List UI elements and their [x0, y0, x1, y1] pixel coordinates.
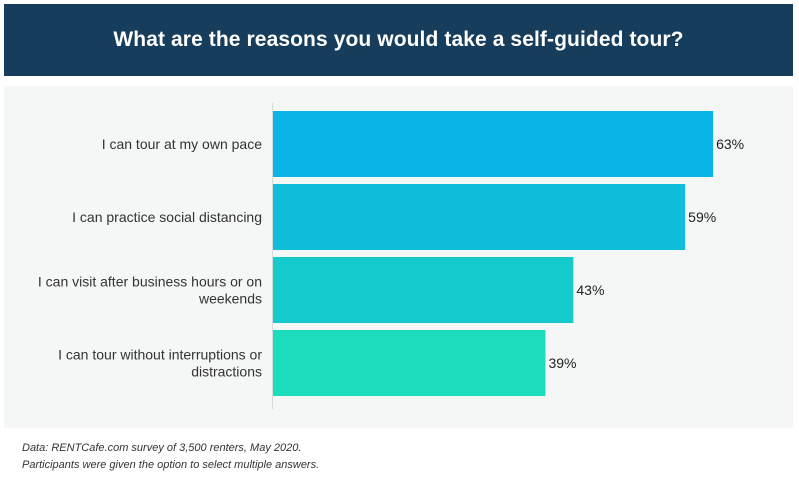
chart-header: What are the reasons you would take a se…: [4, 4, 793, 76]
category-label-3: I can visit after business hours or on we…: [38, 274, 262, 307]
bar-chart: 63% I can tour at my own pace 59% I can pra…: [38, 103, 744, 409]
category-label-2: I can practice social distancing: [72, 209, 262, 225]
value-label-1: 63%: [716, 136, 744, 152]
category-label-1: I can tour at my own pace: [102, 136, 263, 152]
plot-area: 63% I can tour at my own pace 59% I can pra…: [4, 86, 793, 428]
bar-3: [273, 257, 574, 323]
value-label-2: 59%: [688, 209, 716, 225]
value-label-3: 43%: [576, 282, 604, 298]
source-note: Data: RENTCafe.com survey of 3,500 rente…: [22, 442, 302, 454]
bar-2: [273, 184, 686, 250]
category-label-4: I can tour without interruptions or distr…: [58, 347, 262, 380]
multiple-answers-note: Participants were given the option to se…: [22, 459, 320, 471]
bar-1: [273, 111, 714, 177]
footnotes: Data: RENTCafe.com survey of 3,500 rente…: [22, 440, 319, 474]
bar-4: [273, 330, 546, 396]
chart-title: What are the reasons you would take a se…: [113, 28, 684, 51]
value-label-4: 39%: [548, 355, 576, 371]
